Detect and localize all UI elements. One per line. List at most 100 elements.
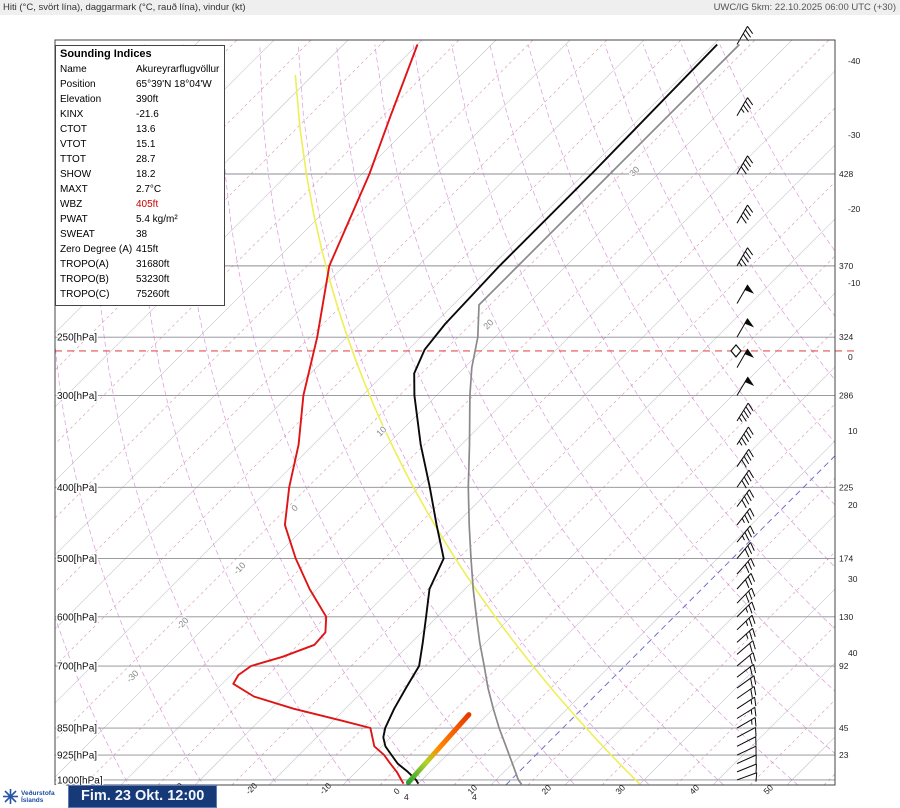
wind-barb xyxy=(736,627,756,643)
wind-barb xyxy=(736,557,755,575)
svg-text:-10: -10 xyxy=(231,560,247,576)
svg-text:10: 10 xyxy=(848,426,858,436)
temperature-curve xyxy=(382,43,718,785)
indices-row: Zero Degree (A) 415ft xyxy=(60,244,159,255)
indices-row: Position 65°39'N 18°04'W xyxy=(60,79,212,90)
svg-text:130: 130 xyxy=(839,612,853,622)
wind-barb xyxy=(736,663,757,678)
wind-barb xyxy=(736,376,755,396)
wind-barb xyxy=(736,247,754,267)
dewpoint-curve xyxy=(232,44,419,785)
indices-row: SHOW 18.2 xyxy=(60,169,156,180)
indices-row: TTOT 28.7 xyxy=(60,154,156,165)
svg-text:700[hPa]: 700[hPa] xyxy=(57,662,97,673)
indices-row: TROPO(C) 75260ft xyxy=(60,289,170,300)
svg-text:-10: -10 xyxy=(317,780,333,796)
sounding-curves xyxy=(232,43,741,785)
svg-text:20: 20 xyxy=(848,500,858,510)
wind-barb xyxy=(736,736,757,747)
model-run-info: UWC/IG 5km: 22.10.2025 06:00 UTC (+30) xyxy=(713,2,896,13)
svg-text:324: 324 xyxy=(839,332,853,342)
svg-text:-40: -40 xyxy=(848,56,861,66)
sounding-indices-panel: Sounding Indices Name Akureyrarflugvöllur… xyxy=(55,45,225,306)
wind-barb xyxy=(736,448,754,468)
standard-atmosphere-line xyxy=(467,43,741,785)
svg-text:850[hPa]: 850[hPa] xyxy=(57,724,97,735)
indices-row: SWEAT 38 xyxy=(60,229,148,240)
wind-barb xyxy=(736,640,756,655)
yellow-adiabat-line xyxy=(294,74,642,785)
indices-row: MAXT 2.7°C xyxy=(60,184,162,195)
wind-barb xyxy=(736,745,757,756)
wind-barb xyxy=(736,525,755,543)
wind-barb xyxy=(736,155,754,175)
indices-row: VTOT 15.1 xyxy=(60,139,156,150)
wind-barb xyxy=(736,772,758,782)
tropopause-diamond-icon xyxy=(730,343,742,358)
chart-legend-text: Hiti (°C, svört lína), daggarmark (°C, r… xyxy=(3,2,246,13)
svg-text:30: 30 xyxy=(627,164,641,178)
wind-barb-column xyxy=(736,26,758,782)
indices-row: TROPO(A) 31680ft xyxy=(60,259,170,270)
svg-text:45: 45 xyxy=(839,723,849,733)
wind-barb xyxy=(736,426,754,446)
wind-barb xyxy=(736,717,757,729)
svg-text:174: 174 xyxy=(839,554,853,564)
wind-barb xyxy=(736,542,755,559)
parcel-segment xyxy=(405,712,472,785)
wind-barb xyxy=(736,675,757,689)
wind-barb xyxy=(736,754,757,765)
svg-text:500[hPa]: 500[hPa] xyxy=(57,554,97,565)
indices-row: Elevation 390ft xyxy=(60,94,159,105)
svg-text:-10: -10 xyxy=(848,278,861,288)
top-bar: Hiti (°C, svört lína), daggarmark (°C, r… xyxy=(0,0,900,15)
svg-text:1000[hPa]: 1000[hPa] xyxy=(57,775,103,786)
reference-lines xyxy=(294,74,835,785)
wind-barb xyxy=(736,763,757,773)
svg-text:20: 20 xyxy=(481,317,495,331)
wind-barb xyxy=(736,652,756,667)
indices-row: Name Akureyrarflugvöllur xyxy=(60,64,220,75)
svg-text:0: 0 xyxy=(391,786,402,797)
svg-text:370: 370 xyxy=(839,261,853,271)
svg-text:925[hPa]: 925[hPa] xyxy=(57,751,97,762)
wind-barb xyxy=(736,726,757,738)
svg-text:23: 23 xyxy=(839,750,849,760)
indices-row: CTOT 13.6 xyxy=(60,124,156,135)
svg-text:-20: -20 xyxy=(848,204,861,214)
wind-barb xyxy=(736,587,756,604)
wind-barb xyxy=(736,614,756,631)
svg-text:428: 428 xyxy=(839,169,853,179)
indices-row: TROPO(B) 53230ft xyxy=(60,274,170,285)
wind-barb xyxy=(736,97,754,117)
wind-barb xyxy=(736,284,755,304)
indices-row: PWAT 5.4 kg/m² xyxy=(60,214,178,225)
wind-barb xyxy=(736,204,754,224)
wind-barb xyxy=(736,573,756,590)
svg-text:300[hPa]: 300[hPa] xyxy=(57,391,97,402)
wind-barb xyxy=(736,402,754,422)
svg-text:10: 10 xyxy=(374,424,388,438)
wind-barb xyxy=(736,696,757,710)
wind-barb xyxy=(736,348,755,368)
svg-text:92: 92 xyxy=(839,661,849,671)
svg-text:-30: -30 xyxy=(848,130,861,140)
svg-text:400[hPa]: 400[hPa] xyxy=(57,483,97,494)
indices-row: KINX -21.6 xyxy=(60,109,159,120)
svg-text:250[hPa]: 250[hPa] xyxy=(57,333,97,344)
svg-text:30: 30 xyxy=(848,574,858,584)
svg-text:-20: -20 xyxy=(243,780,259,796)
svg-text:-30: -30 xyxy=(124,668,140,684)
plot-background xyxy=(55,40,835,785)
indices-title: Sounding Indices xyxy=(60,48,152,60)
svg-text:286: 286 xyxy=(839,390,853,400)
svg-text:40: 40 xyxy=(848,648,858,658)
wind-barb xyxy=(736,508,755,526)
wind-barb xyxy=(736,706,757,719)
wind-barb xyxy=(736,601,756,618)
wind-barb xyxy=(736,489,755,508)
wind-barb xyxy=(736,469,754,489)
wind-barb xyxy=(736,26,754,45)
indices-rows: Name Akureyrarflugvöllur Position 65°39'N 1… xyxy=(60,62,221,302)
